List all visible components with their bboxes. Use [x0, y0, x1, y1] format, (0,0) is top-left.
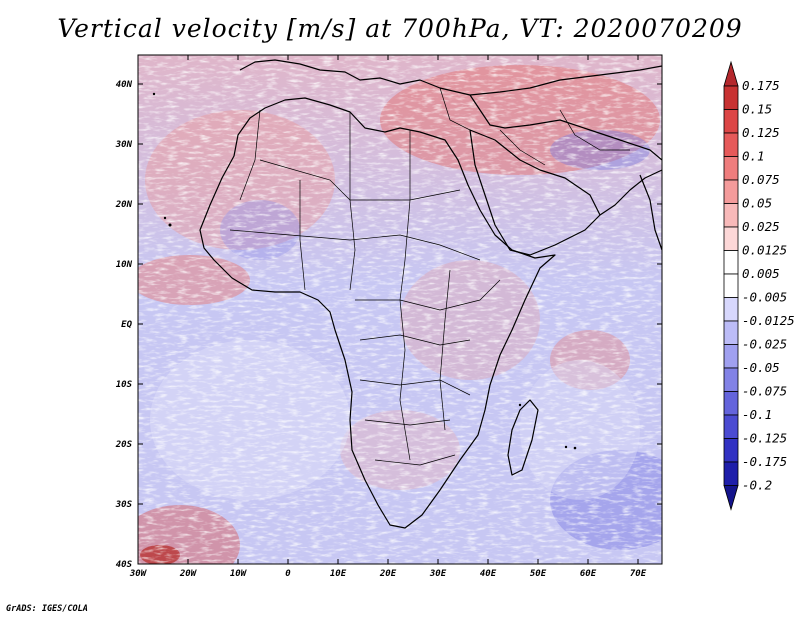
colorbar-segment — [723, 203, 739, 228]
lat-label-20n: 20N — [115, 200, 133, 210]
colorbar-segment — [723, 461, 739, 486]
colorbar-label: -0.025 — [742, 337, 787, 352]
lon-label-20w: 20W — [179, 569, 198, 579]
lat-label-10s: 10S — [116, 380, 133, 390]
map-field — [138, 55, 662, 564]
lon-label-70e: 70E — [630, 569, 647, 579]
colorbar-label: -0.175 — [742, 454, 787, 469]
colorbar-label: -0.1 — [742, 407, 772, 422]
lat-label-30s: 30S — [115, 500, 133, 510]
lat-label-40n: 40N — [116, 80, 133, 90]
colorbar-segment — [723, 250, 739, 275]
colorbar-label: 0.1 — [742, 149, 765, 164]
lon-label-20e: 20E — [379, 569, 397, 579]
lat-label-10n: 10N — [116, 260, 133, 270]
map-frame — [137, 54, 663, 565]
colorbar-segment — [723, 414, 739, 439]
lon-label-0: 0 — [285, 569, 291, 579]
colorbar-segment — [723, 156, 739, 181]
colorbar-label: 0.0125 — [742, 243, 787, 258]
colorbar-label: 0.005 — [742, 266, 780, 281]
colorbar: 0.175 0.15 0.125 0.1 0.075 0.05 0.025 0.0125 0.0… — [723, 60, 795, 511]
colorbar-segment — [723, 226, 739, 251]
colorbar-segment — [723, 85, 739, 110]
lat-label-40s: 40S — [116, 560, 133, 570]
credit-text: GrADS: IGES/COLA — [6, 604, 88, 614]
colorbar-label: 0.15 — [742, 102, 772, 117]
lon-ticks — [187, 55, 639, 564]
islands — [152, 92, 577, 450]
lat-label-eq: EQ — [121, 320, 132, 330]
plot-title: Vertical velocity [m/s] at 700hPa, VT: 2… — [57, 14, 743, 43]
colorbar-label: -0.2 — [742, 478, 772, 493]
lon-label-30e: 30E — [429, 569, 447, 579]
colorbar-segment — [723, 367, 739, 392]
country-borders — [229, 87, 630, 466]
colorbar-label: -0.005 — [742, 290, 787, 305]
colorbar-label: -0.125 — [742, 431, 787, 446]
coastlines — [199, 59, 662, 529]
colorbar-segment — [723, 132, 739, 157]
colorbar-label: 0.175 — [742, 78, 780, 93]
lon-label-60e: 60E — [580, 569, 597, 579]
lon-label-10e: 10E — [330, 569, 347, 579]
colorbar-top-arrow — [723, 60, 739, 87]
lon-label-30w: 30W — [129, 569, 148, 579]
lat-label-20s: 20S — [115, 440, 133, 450]
colorbar-segment — [723, 179, 739, 204]
colorbar-label: -0.075 — [742, 384, 787, 399]
lon-label-50e: 50E — [530, 569, 547, 579]
colorbar-segment — [723, 438, 739, 463]
colorbar-label: 0.075 — [742, 172, 780, 187]
lon-label-40e: 40E — [480, 569, 497, 579]
lat-ticks — [138, 83, 662, 505]
colorbar-label: -0.05 — [742, 360, 780, 375]
colorbar-segment — [723, 273, 739, 298]
colorbar-segment — [723, 391, 739, 416]
colorbar-segment — [723, 344, 739, 369]
colorbar-bottom-arrow — [723, 485, 739, 511]
colorbar-label: -0.0125 — [742, 313, 795, 328]
colorbar-segment — [723, 320, 739, 345]
colorbar-label: 0.05 — [742, 196, 772, 211]
colorbar-label: 0.125 — [742, 125, 780, 140]
colorbar-label: 0.025 — [742, 219, 780, 234]
lon-label-10w: 10W — [230, 569, 248, 579]
colorbar-segment — [723, 297, 739, 322]
colorbar-segment — [723, 109, 739, 134]
lat-label-30n: 30N — [115, 140, 133, 150]
